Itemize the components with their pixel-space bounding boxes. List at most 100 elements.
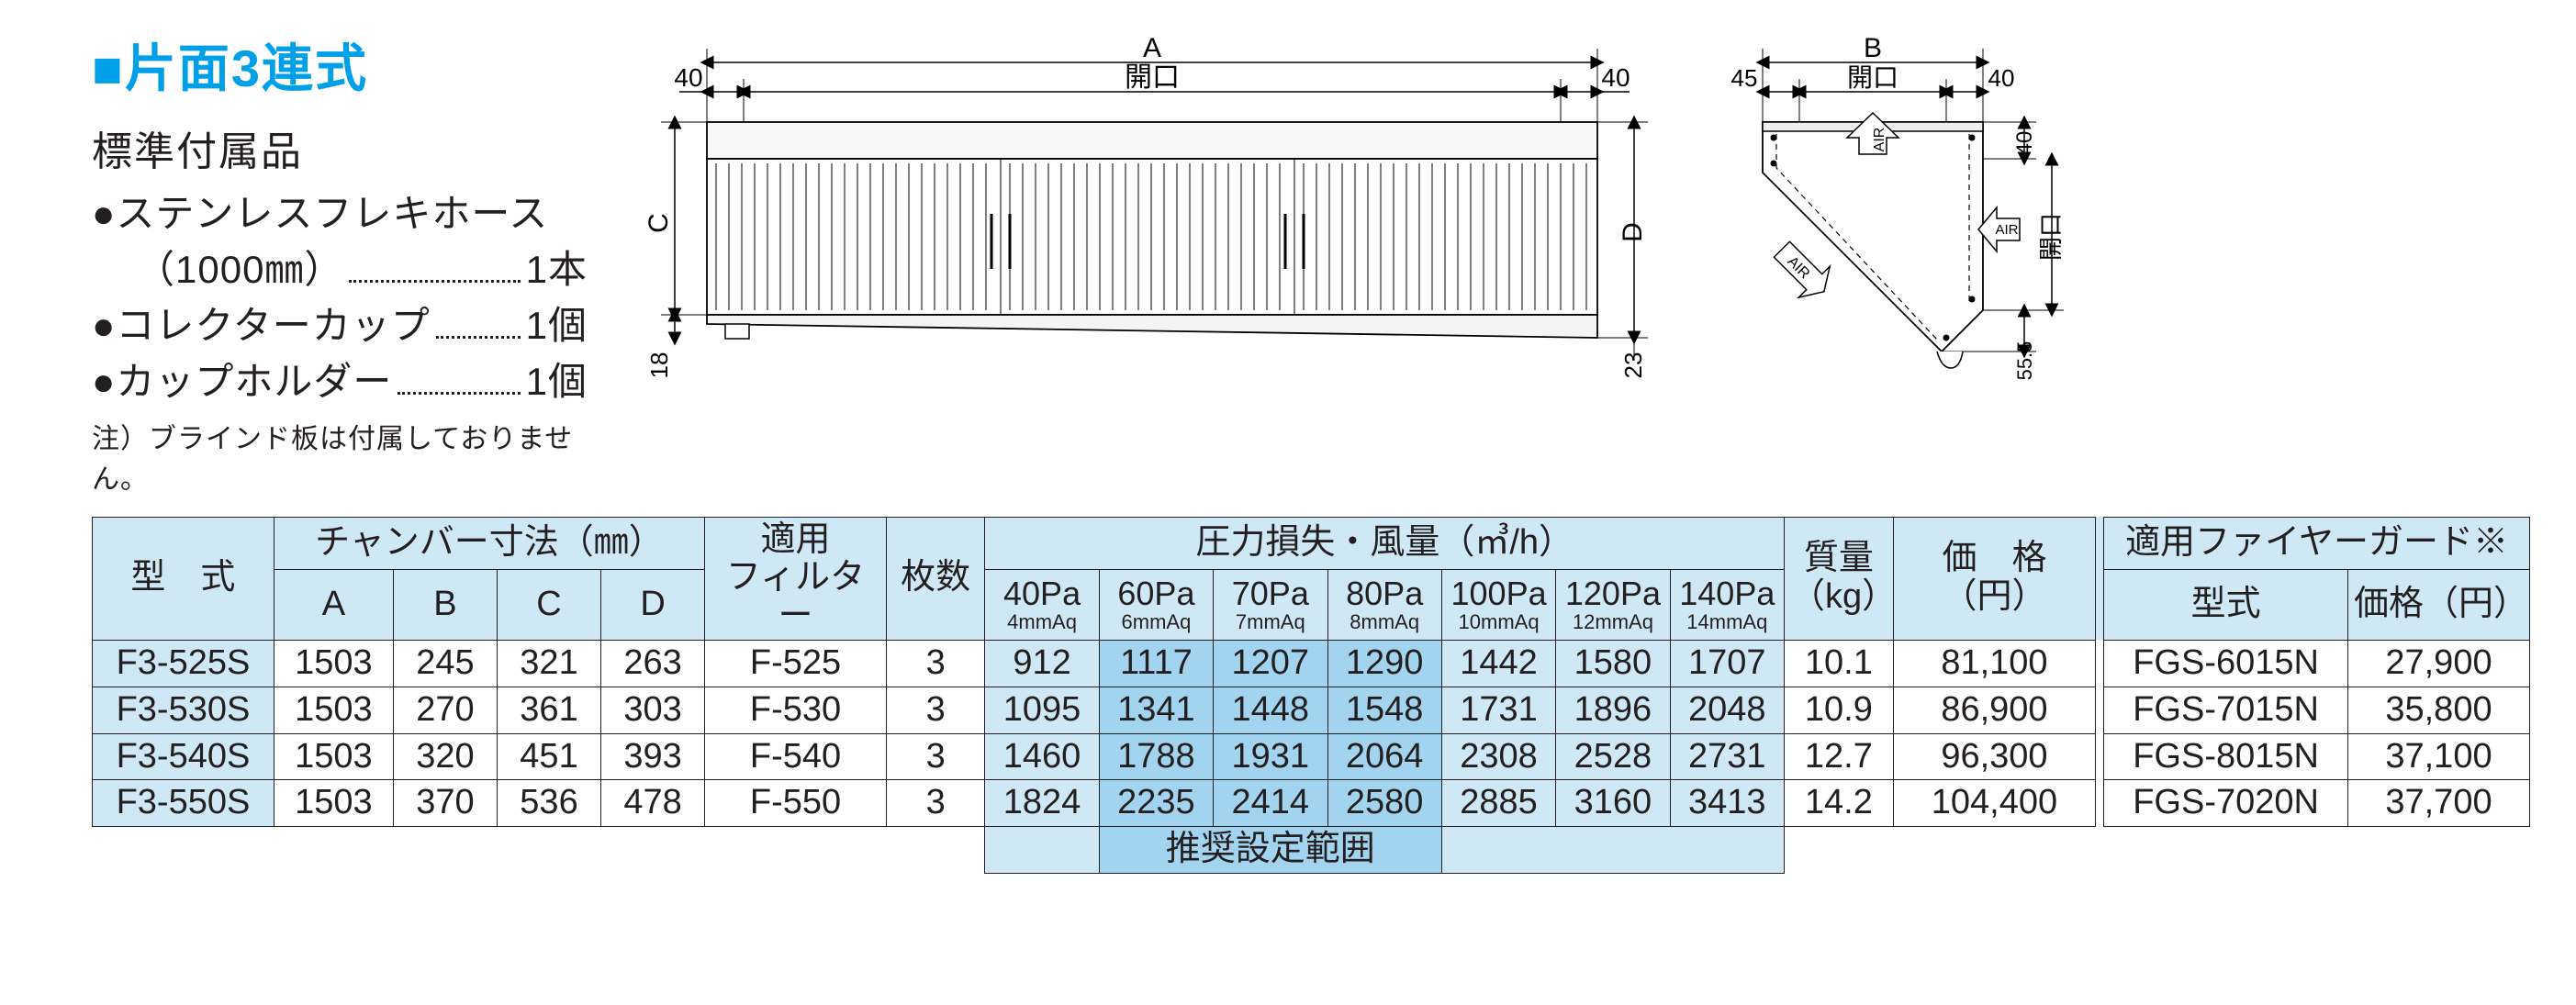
accessory-item: ●カップホルダー 1個 (92, 354, 588, 410)
dim-margin-right: 40 (1601, 63, 1630, 92)
th-C: C (497, 569, 600, 640)
table-cell: 2528 (1556, 733, 1670, 780)
table-row: F3-550S1503370536478F-550318242235241425… (93, 780, 2530, 827)
th-fg: 適用ファイヤーガード※ (2104, 517, 2530, 569)
table-cell: 1548 (1327, 687, 1441, 733)
th-A: A (274, 569, 393, 640)
table-cell: 393 (601, 733, 705, 780)
table-cell: FGS-7020N (2104, 780, 2348, 827)
svg-text:AIR: AIR (1995, 222, 2018, 238)
table-cell: 86,900 (1893, 687, 2095, 733)
dimension-diagrams: A 開口 40 40 (624, 28, 2530, 384)
accessory-qty: 1個 (526, 298, 588, 354)
table-cell: FGS-6015N (2104, 640, 2348, 687)
air-in-arrow-right: AIR (1978, 207, 2020, 251)
table-cell: 1931 (1214, 733, 1327, 780)
table-cell: 1207 (1214, 640, 1327, 687)
table-cell: 536 (497, 780, 600, 827)
table-row: F3-540S1503320451393F-540314601788193120… (93, 733, 2530, 780)
dim-side-55-5: 55.5 (2013, 341, 2036, 381)
th-price: 価 格 （円） (1893, 517, 2095, 640)
th-filter: 適用 フィルター (705, 517, 887, 640)
th-chamber: チャンバー寸法（㎜） (274, 517, 704, 569)
table-cell: F3-550S (93, 780, 274, 827)
table-cell: 27,900 (2347, 640, 2529, 687)
accessory-label: ●コレクターカップ (92, 298, 431, 354)
dim-side-opening: 開口 (2037, 213, 2065, 261)
th-pa-40: 40Pa4mmAq (985, 569, 1099, 640)
table-cell: 303 (601, 687, 705, 733)
table-cell: 370 (393, 780, 497, 827)
accessories-block: ■片面3連式 標準付属品 ●ステンレスフレキホース （1000㎜） 1本 ●コレ… (92, 28, 588, 497)
accessory-item: ●コレクターカップ 1個 (92, 298, 588, 354)
table-cell: 1824 (985, 780, 1099, 827)
accessory-qty: 1本 (526, 242, 588, 298)
th-pa-100: 100Pa10mmAq (1441, 569, 1555, 640)
table-cell: 2580 (1327, 780, 1441, 827)
recommended-range: 推奨設定範囲 (1099, 827, 1441, 874)
table-cell: 2308 (1441, 733, 1555, 780)
table-cell: 2731 (1670, 733, 1784, 780)
table-cell: 81,100 (1893, 640, 2095, 687)
table-cell: 1503 (274, 733, 393, 780)
table-row: F3-525S1503245321263F-525391211171207129… (93, 640, 2530, 687)
table-cell: 2885 (1441, 780, 1555, 827)
table-cell: 96,300 (1893, 733, 2095, 780)
table-row: F3-530S1503270361303F-530310951341144815… (93, 687, 2530, 733)
table-cell: 320 (393, 733, 497, 780)
table-cell: 2414 (1214, 780, 1327, 827)
table-cell: 14.2 (1785, 780, 1894, 827)
table-cell: F3-540S (93, 733, 274, 780)
dim-side-40: 40 (2012, 131, 2037, 156)
table-cell: 3 (886, 687, 984, 733)
table-cell: 2235 (1099, 780, 1213, 827)
th-pa-70: 70Pa7mmAq (1214, 569, 1327, 640)
table-cell: 1707 (1670, 640, 1784, 687)
table-cell: F-525 (705, 640, 887, 687)
table-cell: 104,400 (1893, 780, 2095, 827)
accessory-sub: （1000㎜） (136, 242, 343, 298)
table-cell: 3 (886, 733, 984, 780)
th-pa-80: 80Pa8mmAq (1327, 569, 1441, 640)
th-qty: 枚数 (886, 517, 984, 640)
accessory-item: ●ステンレスフレキホース (92, 186, 588, 242)
th-pa-120: 120Pa12mmAq (1556, 569, 1670, 640)
table-cell: 1503 (274, 640, 393, 687)
table-cell: 1442 (1441, 640, 1555, 687)
th-pa-60: 60Pa6mmAq (1099, 569, 1213, 640)
dim-label-opening: 開口 (1125, 62, 1180, 93)
dim-side-right: 40 (1988, 64, 2015, 92)
table-cell: 3 (886, 780, 984, 827)
front-view-diagram: A 開口 40 40 (624, 35, 1662, 384)
table-cell: 1503 (274, 687, 393, 733)
table-cell: F-540 (705, 733, 887, 780)
table-cell: 1503 (274, 780, 393, 827)
table-cell: 321 (497, 640, 600, 687)
accessory-qty: 1個 (526, 354, 588, 410)
table-cell: F3-525S (93, 640, 274, 687)
th-fg-price: 価格（円） (2347, 569, 2529, 640)
section-title: ■片面3連式 (92, 28, 588, 102)
th-model: 型 式 (93, 517, 274, 640)
table-cell: 263 (601, 640, 705, 687)
dim-opening-top: 開口 (1847, 63, 1898, 92)
table-cell: 912 (985, 640, 1099, 687)
table-cell: F3-530S (93, 687, 274, 733)
table-cell: 1460 (985, 733, 1099, 780)
dim-label-D: D (1618, 222, 1648, 242)
table-cell: F-550 (705, 780, 887, 827)
svg-text:AIR: AIR (1872, 128, 1887, 152)
table-cell: 1290 (1327, 640, 1441, 687)
table-cell: 3 (886, 640, 984, 687)
table-cell: 1580 (1556, 640, 1670, 687)
spec-table: 型 式 チャンバー寸法（㎜） 適用 フィルター 枚数 圧力損失・風量（㎥/h） … (92, 517, 2530, 874)
dim-bottom-left: 18 (645, 352, 673, 379)
air-in-arrow: AIR (1766, 234, 1840, 307)
table-cell: 1095 (985, 687, 1099, 733)
accessory-label: ●ステンレスフレキホース (92, 186, 548, 242)
footnote: 注）ブラインド板は付属しておりません。 (92, 416, 588, 497)
table-cell: 245 (393, 640, 497, 687)
th-D: D (601, 569, 705, 640)
table-cell: 3160 (1556, 780, 1670, 827)
table-cell: 1448 (1214, 687, 1327, 733)
